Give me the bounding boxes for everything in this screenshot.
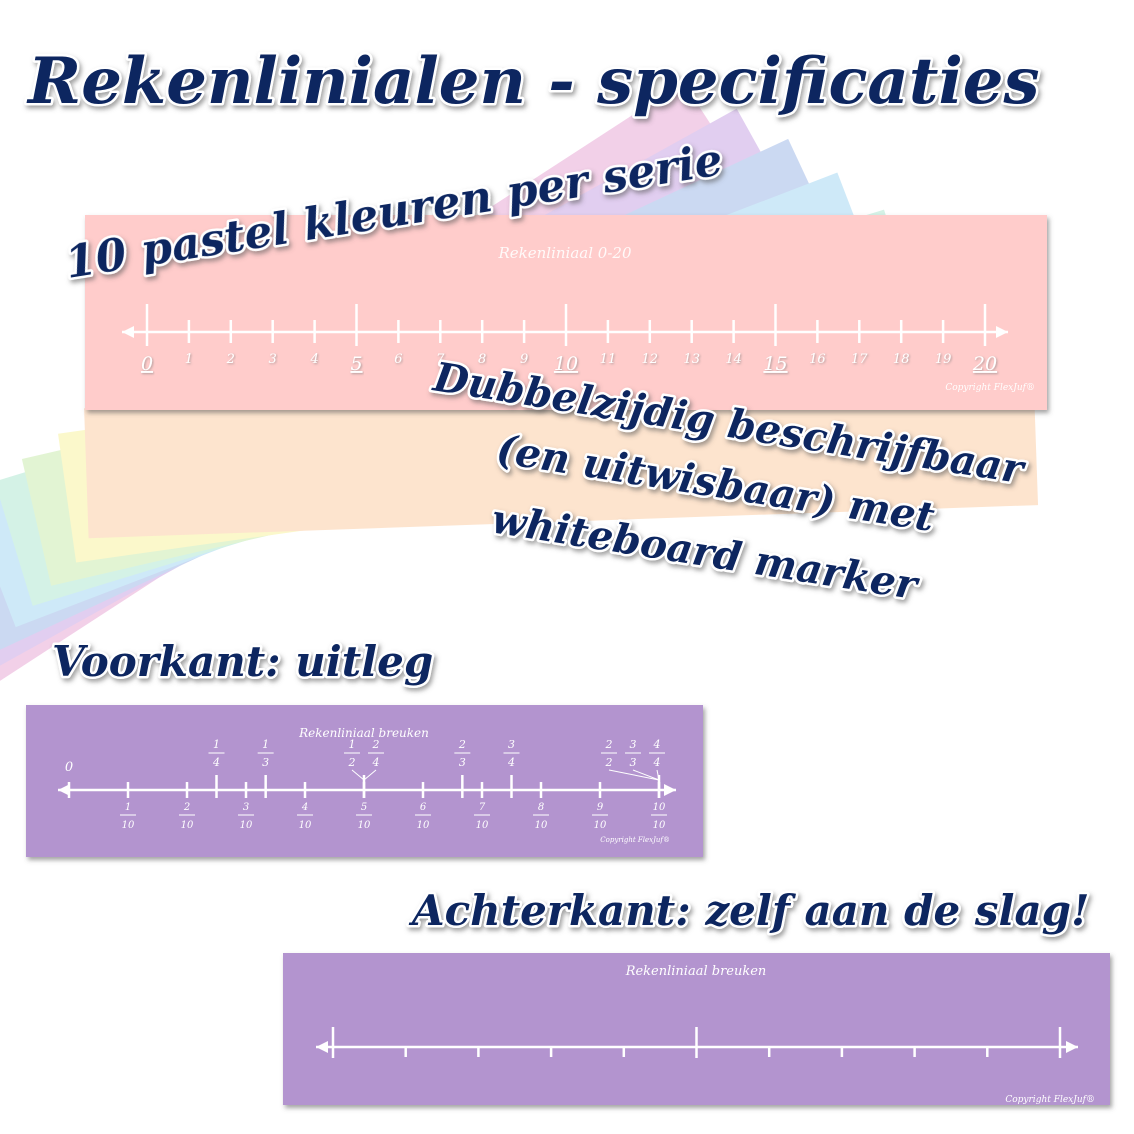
numerator: 1	[213, 738, 220, 751]
strip	[84, 375, 1039, 539]
numerator: 1	[125, 802, 131, 813]
numerator: 2	[605, 738, 613, 751]
numerator: 3	[508, 738, 515, 751]
denominator: 2	[605, 756, 613, 769]
arrow	[122, 326, 134, 338]
numerator: 3	[630, 738, 637, 751]
numerator: 1	[262, 738, 269, 751]
tick-label: 14	[725, 352, 742, 367]
tick-label: 18	[893, 352, 910, 367]
numerator: 5	[361, 802, 367, 813]
arrow	[996, 326, 1008, 338]
ruler-title: Rekenliniaal breuken	[298, 726, 429, 740]
denominator: 3	[262, 756, 269, 769]
tick-label: 0	[65, 760, 73, 775]
numerator: 9	[597, 802, 604, 813]
numerator: 2	[372, 738, 380, 751]
denominator: 10	[240, 820, 253, 831]
tick-label: 6	[394, 352, 402, 367]
numerator: 7	[479, 802, 486, 813]
tick-label: 20	[972, 353, 997, 375]
numerator: 8	[538, 802, 544, 813]
denominator: 10	[181, 820, 194, 831]
arrow	[1066, 1041, 1078, 1053]
tick-label: 16	[809, 352, 826, 367]
denominator: 10	[476, 820, 489, 831]
denominator: 10	[417, 820, 430, 831]
tick-label: 8	[478, 352, 486, 367]
copyright: Copyright FlexJuf®	[945, 383, 1035, 393]
tick-label: 17	[851, 352, 868, 367]
tick-label: 19	[935, 352, 952, 367]
numerator: 3	[243, 802, 249, 813]
pointer	[632, 769, 660, 781]
denominator: 10	[299, 820, 312, 831]
tick-label: 10	[554, 353, 578, 375]
tick-label: 9	[520, 352, 528, 367]
denominator: 10	[594, 820, 607, 831]
pointer	[608, 769, 660, 781]
denominator: 3	[459, 756, 466, 769]
pointer	[363, 769, 377, 781]
tick-label: 7	[436, 352, 445, 367]
denominator: 10	[122, 820, 135, 831]
arrow	[664, 784, 676, 796]
numerator: 10	[653, 802, 666, 813]
ruler-marks: 0 1 2 3 4 5 6 7 8 9 10 11 12 13 14 15 16 17 18 19 2001102103…	[58, 304, 1078, 1058]
callout: Achterkant: zelf aan de slag!	[408, 886, 1089, 935]
numerator: 4	[301, 802, 308, 813]
denominator: 4	[372, 756, 380, 769]
denominator: 10	[358, 820, 371, 831]
arrow	[58, 784, 70, 796]
ruler-title: Rekenliniaal breuken	[625, 964, 767, 979]
tick-label: 2	[226, 352, 235, 367]
denominator: 4	[212, 756, 220, 769]
title: Rekenlinialen - specificaties	[26, 44, 1040, 119]
numerator: 2	[458, 738, 466, 751]
arrow	[316, 1041, 328, 1053]
copyright: Copyright FlexJuf®	[1005, 1095, 1095, 1105]
tick-label: 3	[269, 352, 277, 367]
tick-label: 15	[763, 353, 787, 375]
numerator: 2	[183, 802, 190, 813]
tick-label: 5	[350, 353, 362, 375]
numerator: 1	[349, 738, 356, 751]
denominator: 4	[653, 756, 661, 769]
tick-label: 1	[185, 352, 193, 367]
tick-label: 11	[600, 352, 617, 367]
denominator: 10	[653, 820, 666, 831]
copyright: Copyright FlexJuf®	[600, 836, 670, 844]
denominator: 4	[507, 756, 515, 769]
tick-label: 0	[141, 353, 153, 375]
tick-label: 4	[309, 352, 318, 367]
ruler-title: Rekenliniaal 0-20	[497, 244, 631, 262]
numerator: 6	[420, 802, 427, 813]
pointer	[656, 769, 660, 781]
denominator: 3	[630, 756, 637, 769]
denominator: 2	[348, 756, 356, 769]
tick-label: 12	[642, 352, 659, 367]
tick-label: 13	[683, 352, 700, 367]
denominator: 10	[535, 820, 548, 831]
numerator: 4	[653, 738, 661, 751]
callout: Voorkant: uitleg	[52, 637, 433, 686]
pointer	[351, 769, 365, 781]
